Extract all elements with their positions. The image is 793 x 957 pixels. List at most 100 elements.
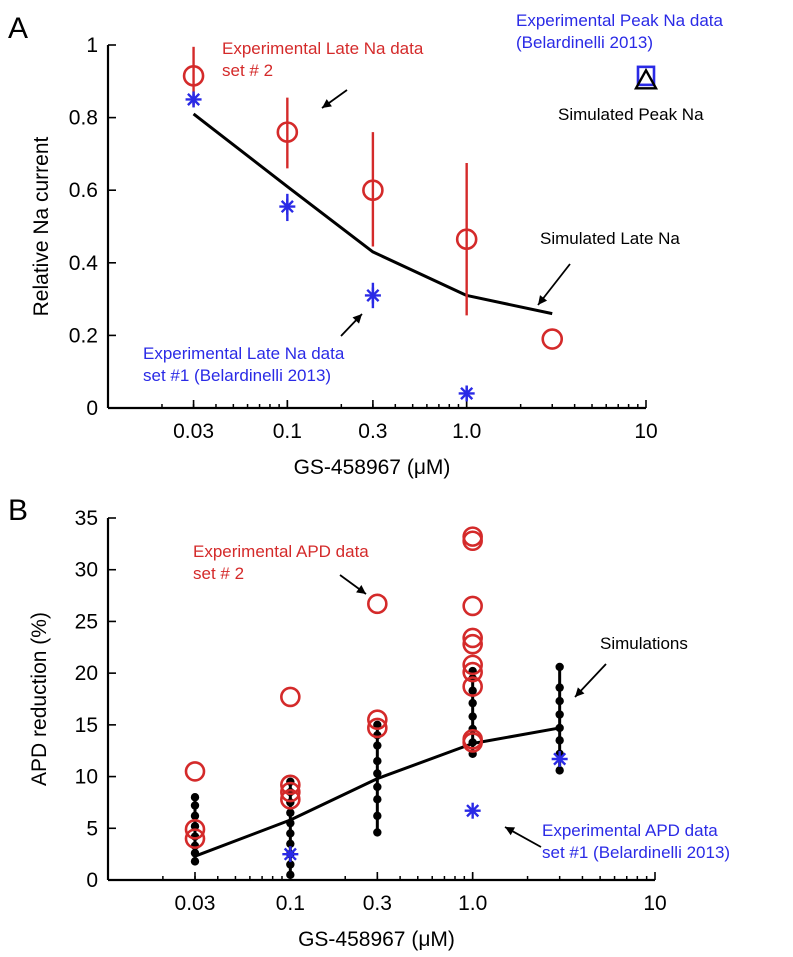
y-tick-label: 30 xyxy=(75,559,98,582)
experimental-circle-point xyxy=(184,761,206,782)
x-tick-label: 0.3 xyxy=(363,892,392,915)
simulation-point xyxy=(190,848,200,858)
annotation-text: Experimental Peak Na data xyxy=(516,11,723,30)
y-tick-label: 0.4 xyxy=(69,252,99,275)
star-stroke xyxy=(366,288,380,302)
annotation-text: Experimental APD data xyxy=(542,821,718,840)
arrow-head xyxy=(575,687,585,697)
simulation-point xyxy=(286,839,295,848)
y-axis-title: Relative Na current xyxy=(30,136,53,316)
annotation-text: (Belardinelli 2013) xyxy=(516,33,653,52)
y-tick-label: 20 xyxy=(75,662,98,685)
panel-letter: A xyxy=(8,12,28,45)
star-stroke xyxy=(187,92,201,106)
x-axis-title: GS-458967 (μM) xyxy=(298,928,455,951)
simulation-point xyxy=(373,769,382,778)
simulation-point xyxy=(286,818,295,828)
x-tick-label: 10 xyxy=(634,420,657,443)
experimental-circle-point xyxy=(280,686,301,708)
panel-a: A 0.03 0.1 0.3 1.0 10 0 0.2 0.4 0.6 0.8 1 GS-458967 … xyxy=(8,11,723,479)
experimental-circle-point xyxy=(182,65,205,87)
experimental-circle-point xyxy=(455,228,478,251)
experimental-circle-point xyxy=(184,819,206,840)
experimental-star-point xyxy=(282,846,299,863)
experimental-circle-point xyxy=(462,530,483,552)
experimental-star-point xyxy=(185,91,202,108)
simulation-point xyxy=(286,870,295,880)
simulation-point xyxy=(555,662,564,672)
arrow-head xyxy=(322,99,332,108)
simulation-point xyxy=(286,829,295,838)
x-tick-label: 0.03 xyxy=(173,420,214,443)
x-tick-label: 1.0 xyxy=(458,892,487,915)
experimental-circle-point xyxy=(462,661,483,683)
y-tick-label: 10 xyxy=(75,766,98,789)
y-tick-label: 0.2 xyxy=(69,324,98,347)
y-tick-label: 5 xyxy=(86,817,98,840)
panel-letter: B xyxy=(8,494,28,527)
simulation-point xyxy=(190,857,200,866)
experimental-circle-point xyxy=(462,526,483,547)
experimental-circle-point xyxy=(367,709,388,730)
experimental-star-point xyxy=(279,198,296,215)
simulation-point xyxy=(555,723,564,733)
annotation-text: Simulations xyxy=(600,634,688,653)
y-tick-label: 0 xyxy=(86,869,98,892)
simulation-point xyxy=(555,710,564,719)
experimental-circle-point xyxy=(462,654,483,676)
y-tick-label: 0 xyxy=(86,397,98,420)
experimental-circle-point xyxy=(280,774,301,796)
x-tick-label: 0.03 xyxy=(175,892,216,915)
y-axis-title: APD reduction (%) xyxy=(28,612,51,786)
simulation-point xyxy=(373,828,382,837)
experimental-peak-square xyxy=(636,65,656,87)
arrow-head xyxy=(538,295,548,305)
simulation-point xyxy=(468,738,477,747)
experimental-circle-point xyxy=(280,781,301,803)
simulation-point xyxy=(373,741,382,750)
experimental-circle-point xyxy=(541,328,564,350)
experimental-circle-point xyxy=(462,633,483,655)
x-tick-label: 0.1 xyxy=(273,420,302,443)
simulation-point xyxy=(286,860,295,869)
experimental-circle-point xyxy=(276,121,299,143)
simulation-point xyxy=(373,720,382,730)
arrow-head xyxy=(505,827,516,836)
annotation-text: Simulated Peak Na xyxy=(558,105,704,124)
simulation-point xyxy=(555,696,564,706)
experimental-circle-point xyxy=(362,179,384,201)
annotation-text: Experimental Late Na data xyxy=(143,344,345,363)
simulation-point xyxy=(555,736,564,745)
simulation-point xyxy=(373,811,382,821)
annotation-text: Simulated Late Na xyxy=(540,229,680,248)
star-stroke xyxy=(283,847,297,861)
experimental-circle-point xyxy=(367,593,388,615)
experimental-star-point xyxy=(551,750,568,767)
x-tick-label: 0.3 xyxy=(358,420,387,443)
x-tick-label: 0.1 xyxy=(276,892,305,915)
simulation-point xyxy=(190,793,200,802)
y-tick-label: 1 xyxy=(86,34,98,57)
experimental-circle-point xyxy=(462,676,483,697)
simulation-point xyxy=(555,766,564,775)
x-tick-label: 10 xyxy=(643,892,666,915)
simulation-point xyxy=(555,683,564,692)
y-tick-label: 25 xyxy=(75,610,98,633)
annotation-text: set # 2 xyxy=(222,61,273,80)
simulation-point xyxy=(373,782,382,792)
experimental-star-point xyxy=(364,287,381,304)
simulation-point xyxy=(373,795,382,804)
star-stroke xyxy=(553,752,567,766)
y-tick-label: 0.6 xyxy=(69,179,98,202)
simulation-point xyxy=(373,756,382,766)
experimental-star-point xyxy=(464,802,481,819)
simulation-point xyxy=(190,822,200,831)
simulation-point xyxy=(190,811,200,821)
experimental-circle-point xyxy=(184,828,206,849)
x-axis-title: GS-458967 (μM) xyxy=(294,456,451,479)
simulated-peak-triangle xyxy=(633,67,659,90)
experimental-circle-point xyxy=(367,717,388,739)
arrow-head xyxy=(352,314,362,324)
simulated-line xyxy=(192,112,553,316)
